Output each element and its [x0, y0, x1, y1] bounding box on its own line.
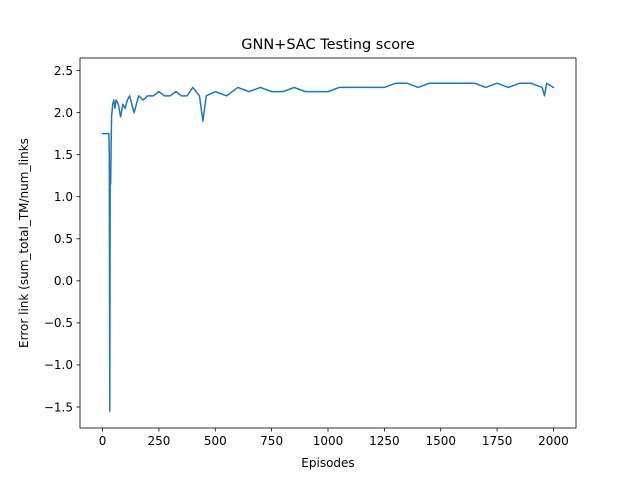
chart-title: GNN+SAC Testing score [241, 37, 415, 53]
plot-frame [79, 57, 577, 429]
x-tick-label: 1000 [313, 434, 344, 448]
x-tick-label: 0 [99, 434, 107, 448]
y-tick-label: 0.0 [54, 274, 73, 288]
x-tick-label: 250 [147, 434, 170, 448]
x-tick-label: 1250 [369, 434, 400, 448]
y-tick-label: 1.0 [54, 190, 73, 204]
x-axis-label: Episodes [301, 456, 354, 470]
y-tick-label: 1.5 [54, 148, 73, 162]
plot-area [101, 82, 555, 412]
y-tick-label: −0.5 [44, 316, 73, 330]
series-line-0 [101, 82, 555, 412]
x-tick-label: 500 [204, 434, 227, 448]
x-tick-label: 1500 [425, 434, 456, 448]
x-axis: 0 250 500 750 1000 1250 1500 1750 2000 [99, 428, 569, 448]
y-axis-label: Error link (sum_total_TM/num_links [17, 138, 31, 348]
x-tick-label: 2000 [538, 434, 569, 448]
y-tick-label: 2.0 [54, 106, 73, 120]
y-tick-label: −1.0 [44, 358, 73, 372]
x-tick-label: 1750 [482, 434, 513, 448]
y-tick-label: 0.5 [54, 232, 73, 246]
y-tick-label: −1.5 [44, 400, 73, 414]
y-axis: −1.5 −1.0 −0.5 0.0 0.5 1.0 1.5 2.0 2.5 [44, 64, 80, 414]
y-tick-label: 2.5 [54, 64, 73, 78]
x-tick-label: 750 [260, 434, 283, 448]
